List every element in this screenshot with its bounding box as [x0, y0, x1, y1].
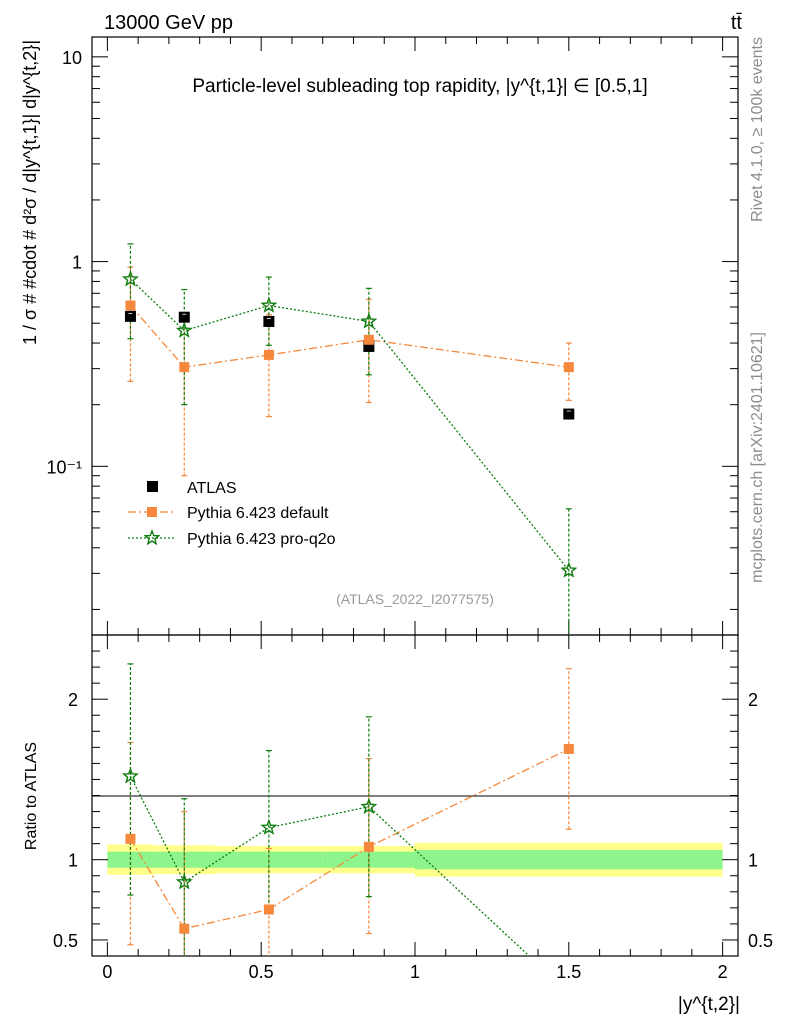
proq2o-data-point [360, 312, 378, 329]
atlas-data-point [124, 310, 136, 322]
default-ratio-point [125, 833, 136, 844]
legend-label-proq2o: Pythia 6.423 pro-q2o [187, 531, 336, 548]
ratio-line-0 [129, 748, 570, 930]
y-tick-label: 1 [72, 253, 82, 273]
default-data-point [563, 362, 574, 373]
series-line-1 [130, 278, 570, 571]
x-tick-label: 1 [410, 962, 420, 982]
ratio-tick-label-right: 1 [748, 851, 758, 871]
x-axis-label: |y^{t,2}| [678, 994, 740, 1015]
x-tick-label: 1.5 [556, 962, 581, 982]
ratio-tick-label-left: 1 [68, 851, 78, 871]
y-tick-label: 10⁻¹ [46, 457, 82, 477]
axis-ticks: 0 0.5 1 1.5 2 10 1 10⁻¹ 2 2 1 1 0.5 0.5 [46, 37, 773, 982]
atlas-data-point [263, 315, 275, 327]
y-axis-label: 1 / σ # #cdot # d²σ / d|y^{t,1}| d|y^{t,… [20, 40, 40, 345]
energy-label: 13000 GeV pp [104, 12, 233, 34]
x-tick-label: 2 [718, 962, 728, 982]
ratio-tick-label-left: 0.5 [53, 931, 78, 951]
series-line-0 [129, 305, 569, 368]
proq2o-data-point [121, 270, 139, 287]
proq2o-ratio-point [260, 818, 278, 835]
ratio-tick-label-right: 0.5 [748, 931, 773, 951]
legend: ATLAS Pythia 6.423 default Pythia 6.423 … [128, 480, 336, 548]
ratio-tick-label-left: 2 [68, 690, 78, 710]
default-data-point [363, 334, 374, 345]
legend-marker-atlas [147, 481, 158, 492]
ratio-y-axis-label: Ratio to ATLAS [23, 742, 40, 850]
default-ratio-point [179, 923, 190, 934]
ratio-line-1 [129, 775, 531, 956]
y-tick-label: 10 [62, 48, 82, 68]
proq2o-ratio-point [121, 767, 139, 784]
atlas-data-point [563, 408, 575, 420]
ratio-plot-area [121, 663, 575, 999]
default-data-point [263, 349, 274, 360]
default-data-point [125, 300, 136, 311]
proq2o-data-point [560, 561, 578, 578]
proq2o-ratio-point [562, 986, 575, 999]
proq2o-data-point [260, 296, 278, 313]
legend-label-atlas: ATLAS [187, 480, 237, 497]
main-plot-area [121, 243, 578, 635]
rivet-version-label: Rivet 4.1.0, ≥ 100k events [749, 37, 766, 222]
ratio-band-inner [415, 850, 723, 870]
analysis-reference: (ATLAS_2022_I2077575) [336, 591, 494, 607]
default-ratio-point [263, 904, 274, 915]
legend-marker-default [147, 507, 157, 517]
atlas-data-point [363, 340, 375, 352]
default-ratio-point [563, 743, 574, 754]
x-tick-label: 0.5 [249, 962, 274, 982]
plot-title: Particle-level subleading top rapidity, … [192, 76, 647, 97]
legend-marker-proq2o [143, 529, 161, 546]
default-ratio-point [363, 841, 374, 852]
x-tick-label: 0 [102, 962, 112, 982]
proq2o-ratio-point [360, 797, 378, 815]
legend-star-icon [143, 529, 161, 546]
ratio-tick-label-right: 2 [748, 690, 758, 710]
legend-label-default: Pythia 6.423 default [187, 505, 329, 522]
atlas-data-point [178, 311, 190, 323]
proq2o-data-point [175, 321, 193, 338]
default-data-point [179, 362, 190, 373]
mcplots-reference-label: mcplots.cern.ch [arXiv:2401.10621] [749, 332, 766, 583]
proq2o-ratio-point [175, 873, 193, 890]
process-label: tt̄ [731, 12, 743, 34]
